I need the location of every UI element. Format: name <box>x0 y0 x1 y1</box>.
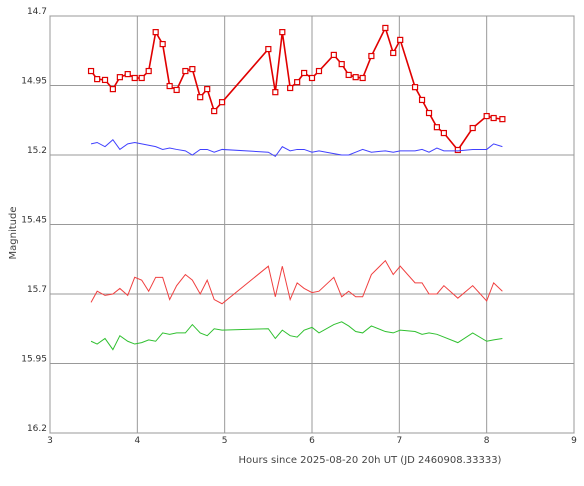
data-point <box>433 124 440 131</box>
x-tick-label: 4 <box>134 436 140 446</box>
data-point <box>315 67 323 75</box>
x-tick-label: 7 <box>396 436 402 446</box>
data-point <box>218 99 226 106</box>
data-point <box>308 74 316 82</box>
data-point <box>189 65 196 73</box>
data-point <box>138 74 145 82</box>
y-tick-label: 16.2 <box>27 424 47 434</box>
data-point <box>301 69 308 77</box>
y-tick-label: 14.95 <box>21 77 47 87</box>
data-point <box>368 52 375 60</box>
series-line <box>90 259 503 305</box>
series-line <box>90 321 503 351</box>
data-point <box>345 71 352 79</box>
data-point <box>152 29 159 36</box>
y-tick-label: 15.2 <box>27 146 47 156</box>
data-point <box>418 96 426 104</box>
data-point <box>411 84 419 91</box>
data-point <box>166 82 173 90</box>
data-point <box>359 74 366 82</box>
data-point <box>272 89 279 96</box>
data-point <box>490 114 497 122</box>
x-axis-label: Hours since 2025-08-20 20h UT (JD 246090… <box>239 455 502 466</box>
y-tick-label: 15.7 <box>27 285 47 295</box>
y-tick-label: 15.95 <box>21 355 47 365</box>
x-tick-label: 9 <box>571 436 577 446</box>
data-point <box>425 109 433 117</box>
data-point <box>397 36 404 44</box>
data-point <box>131 74 138 82</box>
y-tick-label: 15.45 <box>21 216 47 226</box>
data-point <box>211 107 218 115</box>
data-point <box>483 112 490 120</box>
x-tick-label: 3 <box>47 436 53 446</box>
series-line <box>90 25 503 152</box>
data-point <box>330 51 337 59</box>
data-point <box>197 94 204 101</box>
data-point <box>352 74 359 81</box>
x-tick-label: 6 <box>309 436 315 446</box>
data-point <box>382 24 389 32</box>
series-line <box>90 138 503 158</box>
y-tick-label: 14.7 <box>27 7 47 17</box>
data-point <box>94 76 101 83</box>
data-point <box>454 146 461 154</box>
x-tick-label: 5 <box>222 436 228 446</box>
data-point <box>173 86 180 94</box>
data-point <box>101 76 109 84</box>
data-point <box>182 67 189 75</box>
data-point <box>159 40 166 48</box>
data-point <box>279 29 286 36</box>
x-tick-label: 8 <box>484 436 490 446</box>
y-axis-label: Magnitude <box>8 207 19 260</box>
data-point <box>145 67 152 75</box>
data-point <box>440 129 447 137</box>
data-point <box>338 60 345 68</box>
data-point <box>287 84 294 92</box>
data-point <box>390 49 397 57</box>
data-point <box>109 86 116 93</box>
data-point <box>204 86 211 93</box>
data-point <box>124 71 131 78</box>
data-point <box>499 116 506 123</box>
data-point <box>294 79 301 86</box>
data-point <box>116 74 123 81</box>
data-point <box>87 67 95 75</box>
data-point <box>469 124 476 132</box>
data-point <box>265 45 272 53</box>
